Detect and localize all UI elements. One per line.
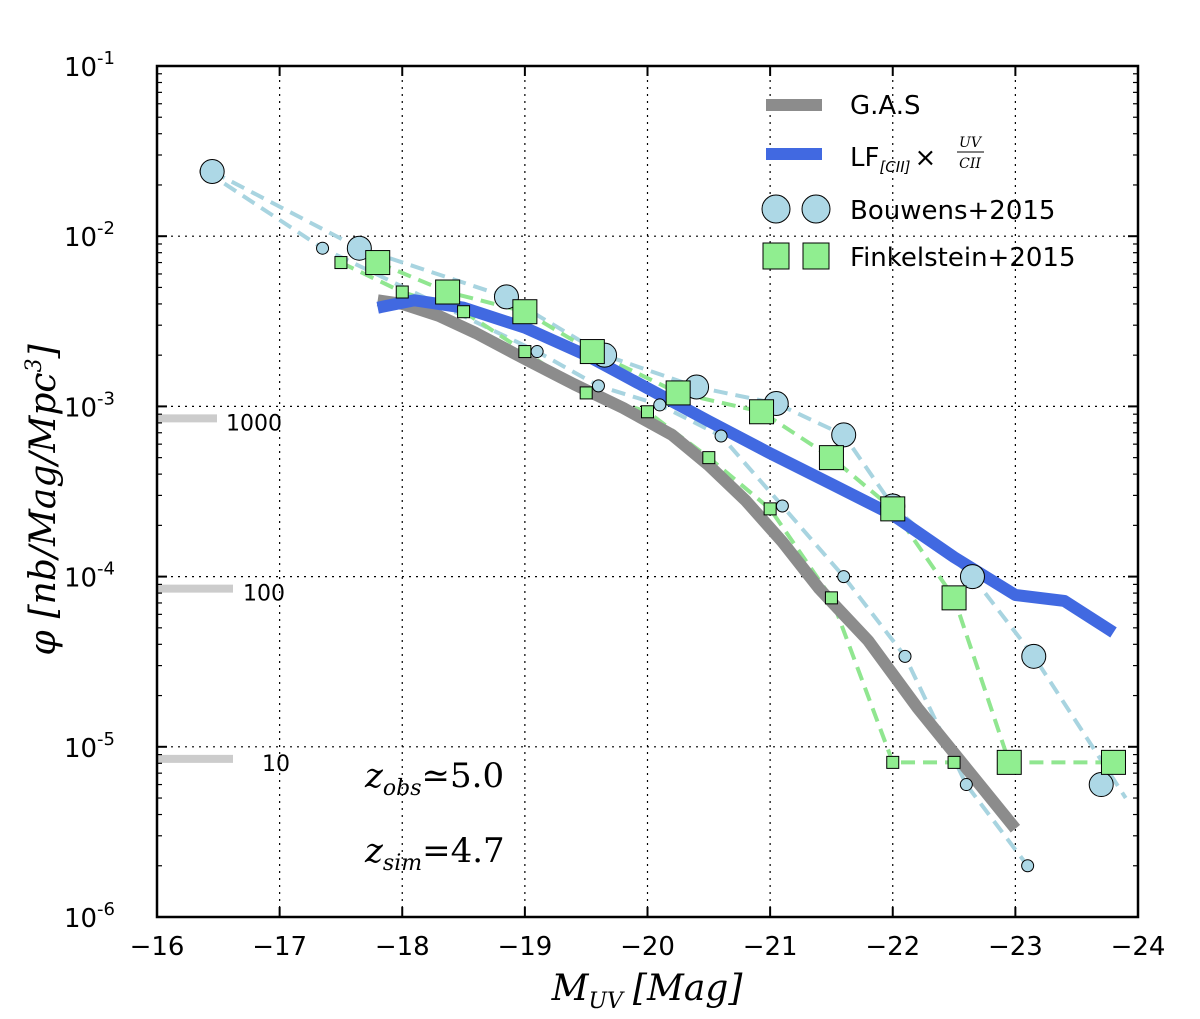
legend-finkelstein-label: Finkelstein+2015 bbox=[850, 243, 1076, 273]
finkelstein-small-point bbox=[702, 451, 716, 465]
bouwens-large-point bbox=[1021, 643, 1047, 669]
data-points bbox=[199, 158, 1126, 873]
z-obs-annotation: zobs≃5.0 bbox=[364, 756, 504, 801]
x-tick-label: −23 bbox=[988, 932, 1043, 962]
size-label-10: 10 bbox=[262, 752, 290, 777]
z-sim-annotation: zsim=4.7 bbox=[364, 831, 505, 876]
x-tick-label: −20 bbox=[620, 932, 675, 962]
finkelstein-large-point bbox=[941, 585, 967, 611]
legend-finkelstein-marker-1 bbox=[762, 242, 790, 270]
x-axis-title-main: M bbox=[551, 968, 590, 1009]
legend-lf-sub: [CII] bbox=[879, 158, 910, 176]
z-sim-val: 4.7 bbox=[451, 831, 505, 871]
z-obs-var: z bbox=[364, 756, 384, 796]
bouwens-small-point bbox=[714, 429, 728, 443]
z-obs-sub: obs bbox=[383, 776, 422, 801]
finkelstein-large-point bbox=[996, 749, 1022, 775]
bouwens-small-point bbox=[530, 345, 544, 359]
x-tick-label: −24 bbox=[1111, 932, 1166, 962]
finkelstein-large-point bbox=[1100, 749, 1126, 775]
z-obs-op: ≃ bbox=[422, 756, 451, 796]
legend-bouwens-marker-2 bbox=[801, 194, 831, 224]
finkelstein-small-point bbox=[579, 386, 593, 400]
z-obs-val: 5.0 bbox=[450, 756, 504, 796]
bouwens-small-point bbox=[653, 398, 667, 412]
legend-gas-label: G.A.S bbox=[850, 91, 921, 121]
legend-lf-main: LF bbox=[850, 143, 879, 173]
bouwens-large-point bbox=[199, 158, 225, 184]
bouwens-small-point bbox=[898, 649, 912, 663]
y-axis-title-exp: 3 bbox=[22, 358, 47, 372]
legend-lf-label: LF[CII] × bbox=[850, 143, 936, 176]
finkelstein-small-point bbox=[886, 755, 900, 769]
legend-bouwens-label: Bouwens+2015 bbox=[850, 196, 1055, 226]
y-tick-label: 10-1 bbox=[64, 48, 115, 83]
y-axis-title: φ [nb/Mag/Mpc3] bbox=[22, 343, 64, 655]
x-axis-title: MUV [Mag] bbox=[551, 968, 744, 1014]
finkelstein-large-point bbox=[749, 399, 775, 425]
x-tick-label: −18 bbox=[375, 932, 430, 962]
bouwens-small-point bbox=[591, 379, 605, 393]
bouwens-small-point bbox=[959, 778, 973, 792]
finkelstein-small-point bbox=[763, 502, 777, 516]
y-tick-label: 10-5 bbox=[64, 729, 115, 764]
z-sim-sub: sim bbox=[383, 851, 422, 876]
y-tick-label: 10-6 bbox=[64, 899, 115, 934]
x-tick-label: −16 bbox=[130, 932, 185, 962]
legend-lf-frac-num: UV bbox=[959, 135, 983, 151]
lf-cii-line bbox=[376, 294, 1117, 638]
size-label-1000: 1000 bbox=[226, 411, 282, 436]
x-axis-title-unit: [Mag] bbox=[633, 968, 743, 1009]
bouwens-small-point bbox=[316, 241, 330, 255]
y-axis-title-phi: φ bbox=[23, 630, 64, 656]
bouwens-large-point bbox=[959, 564, 985, 590]
finkelstein-small-point bbox=[457, 305, 471, 319]
finkelstein-large-point bbox=[365, 250, 391, 276]
finkelstein-small-dashed-line bbox=[340, 260, 955, 765]
bouwens-small-point bbox=[775, 499, 789, 513]
x-tick-label: −19 bbox=[497, 932, 552, 962]
finkelstein-large-point bbox=[435, 279, 461, 305]
legend: G.A.S LF[CII] × UV CII Bouwens+2015 Finke… bbox=[761, 91, 1076, 273]
bouwens-small-point bbox=[837, 570, 851, 584]
finkelstein-small-point bbox=[518, 345, 532, 359]
axis-ticks: −16 −17 −18 −19 −20 −21 −22 −23 −24 10-1 10-2 10-3 1… bbox=[64, 48, 1165, 962]
x-tick-label: −21 bbox=[743, 932, 798, 962]
legend-lf-frac-den: CII bbox=[959, 156, 981, 172]
z-sim-op: = bbox=[422, 831, 451, 871]
z-sim-var: z bbox=[364, 831, 384, 871]
dashed-data-lines bbox=[204, 169, 1128, 868]
y-axis-title-unit: [nb/Mag/Mpc bbox=[23, 372, 64, 618]
bouwens-large-point bbox=[1088, 772, 1114, 798]
y-tick-label: 10-3 bbox=[64, 388, 115, 423]
x-tick-label: −22 bbox=[865, 932, 920, 962]
finkelstein-small-point bbox=[334, 256, 348, 270]
legend-bouwens-marker-1 bbox=[761, 194, 791, 224]
finkelstein-large-point bbox=[880, 496, 906, 522]
y-tick-label: 10-2 bbox=[64, 218, 115, 253]
y-axis-title-close: ] bbox=[23, 343, 64, 359]
finkelstein-small-point bbox=[395, 285, 409, 299]
finkelstein-large-point bbox=[579, 339, 605, 365]
legend-finkelstein-marker-2 bbox=[802, 242, 830, 270]
x-tick-label: −17 bbox=[252, 932, 307, 962]
finkelstein-small-point bbox=[947, 755, 961, 769]
finkelstein-large-point bbox=[665, 380, 691, 406]
finkelstein-large-point bbox=[818, 445, 844, 471]
y-tick-label: 10-4 bbox=[64, 559, 115, 594]
size-label-100: 100 bbox=[243, 582, 285, 607]
model-lines bbox=[376, 294, 1117, 833]
size-markers: 1000 100 10 bbox=[157, 411, 290, 777]
bouwens-large-point bbox=[831, 422, 857, 448]
bouwens-small-point bbox=[1021, 859, 1035, 873]
x-axis-title-sub: UV bbox=[588, 989, 625, 1014]
gas-line bbox=[376, 294, 1021, 833]
finkelstein-small-point bbox=[641, 405, 654, 419]
legend-lf-times: × bbox=[914, 143, 936, 173]
finkelstein-small-point bbox=[824, 591, 838, 605]
finkelstein-large-point bbox=[512, 299, 538, 325]
